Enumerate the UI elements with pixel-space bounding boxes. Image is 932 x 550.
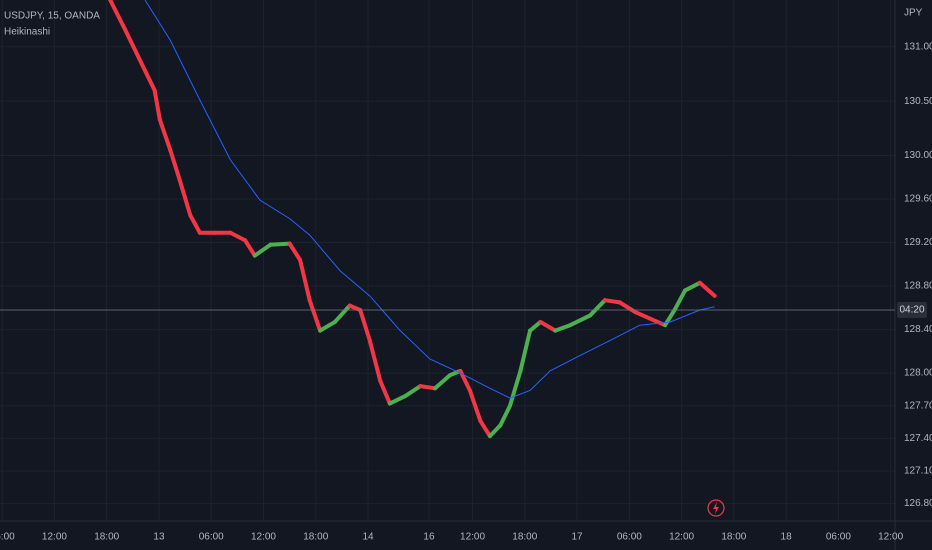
y-tick-label: 127.700 [904,400,932,411]
x-tick-label: 13 [153,532,165,543]
y-tick-label: 129.600 [904,194,932,205]
y-tick-label: 128.800 [904,281,932,292]
y-tick-label: 130.000 [904,150,932,161]
x-tick-label: 14 [362,532,374,543]
chart-subtitle: Heikinashi [4,27,50,38]
heikin-ashi-segment [252,242,273,258]
x-tick-label: 16 [423,532,435,543]
heikin-ashi-segment [108,0,127,32]
heikin-ashi-segment [287,241,303,262]
heikin-ashi-segment [243,238,257,258]
heikin-ashi-segment [157,117,173,153]
heikin-ashi-segment [568,313,593,328]
heikin-ashi-segment [507,368,523,408]
heikin-ashi-segment [617,300,638,315]
heikin-ashi-segment [403,384,423,398]
heikin-ashi-segment [538,319,558,333]
heikin-ashi-segment [633,310,653,321]
x-tick-label: 18:00 [512,532,537,543]
heikin-ashi-segment [298,257,312,303]
x-tick-label: 06:00 [0,532,15,543]
y-tick-label: 128.400 [904,324,932,335]
heikin-ashi-segment [367,338,383,383]
heikin-ashi-segment [672,288,688,312]
y-tick-label: 127.400 [904,433,932,444]
heikin-ashi-segment [307,298,323,333]
heikin-ashi-segment [358,307,372,343]
x-tick-label: 12:00 [251,532,276,543]
event-icon-bolt[interactable] [713,502,719,514]
heikin-ashi-segment [168,148,182,183]
x-tick-label: 12:00 [42,532,67,543]
x-tick-label: 06:00 [826,532,851,543]
heikin-ashi-segment [152,88,162,122]
y-tick-label: 127.100 [904,466,932,477]
heikin-ashi-segment [487,423,503,439]
grid [0,0,895,521]
heikin-ashi-segment [478,418,492,439]
heikin-ashi-segment [228,230,248,243]
heikin-ashi-segment [553,323,573,333]
heikin-ashi-segment [467,388,483,423]
heikin-ashi-segment [418,384,438,391]
x-tick-label: 18 [781,532,793,543]
event-icon[interactable] [707,499,725,517]
heikin-ashi-segment [177,178,193,218]
heikin-ashi-segment [697,280,717,298]
heikin-ashi-segment [332,303,352,324]
heikin-ashi-segment [588,298,607,318]
plot-area [108,0,717,439]
heikin-ashi-segment [648,316,668,328]
y-tick-label: 126.800 [904,498,932,509]
x-tick-label: 06:00 [617,532,642,543]
countdown-label: 04:20 [899,305,924,316]
x-tick-label: 06:00 [199,532,224,543]
heikin-ashi-segment [683,280,702,293]
heikin-ashi-segment [378,378,392,406]
chart-title: USDJPY, 15, OANDA [4,11,100,22]
event-icon-ring[interactable] [707,499,725,517]
heikin-ashi-segment [137,57,157,93]
y-tick-label: 130.500 [904,96,932,107]
heikin-ashi-segment [528,319,543,333]
x-tick-label: 18:00 [94,532,119,543]
x-tick-label: 12:00 [669,532,694,543]
currency-label: JPY [904,8,923,19]
heikin-ashi-segment [387,393,408,406]
x-tick-label: 12:00 [460,532,485,543]
y-tick-label: 131.000 [904,41,932,52]
heikin-ashi-segment [518,328,533,373]
heikin-ashi-segment [433,373,452,391]
y-tick-label: 128.000 [904,368,932,379]
moving-average-line [144,0,715,399]
countdown-box [897,301,927,318]
heikin-ashi-segment [188,213,202,235]
x-tick-label: 18:00 [303,532,328,543]
y-tick-label: 129.200 [904,237,932,248]
heikin-ashi-segment [318,319,337,333]
heikin-ashi-segment [122,27,142,62]
heikin-ashi-segment [602,298,622,305]
x-tick-label: 17 [572,532,584,543]
heikin-ashi-segment [498,403,512,428]
x-tick-label: 18:00 [721,532,746,543]
x-tick-label: 12:00 [878,532,903,543]
heikin-ashi-segment [268,241,292,247]
